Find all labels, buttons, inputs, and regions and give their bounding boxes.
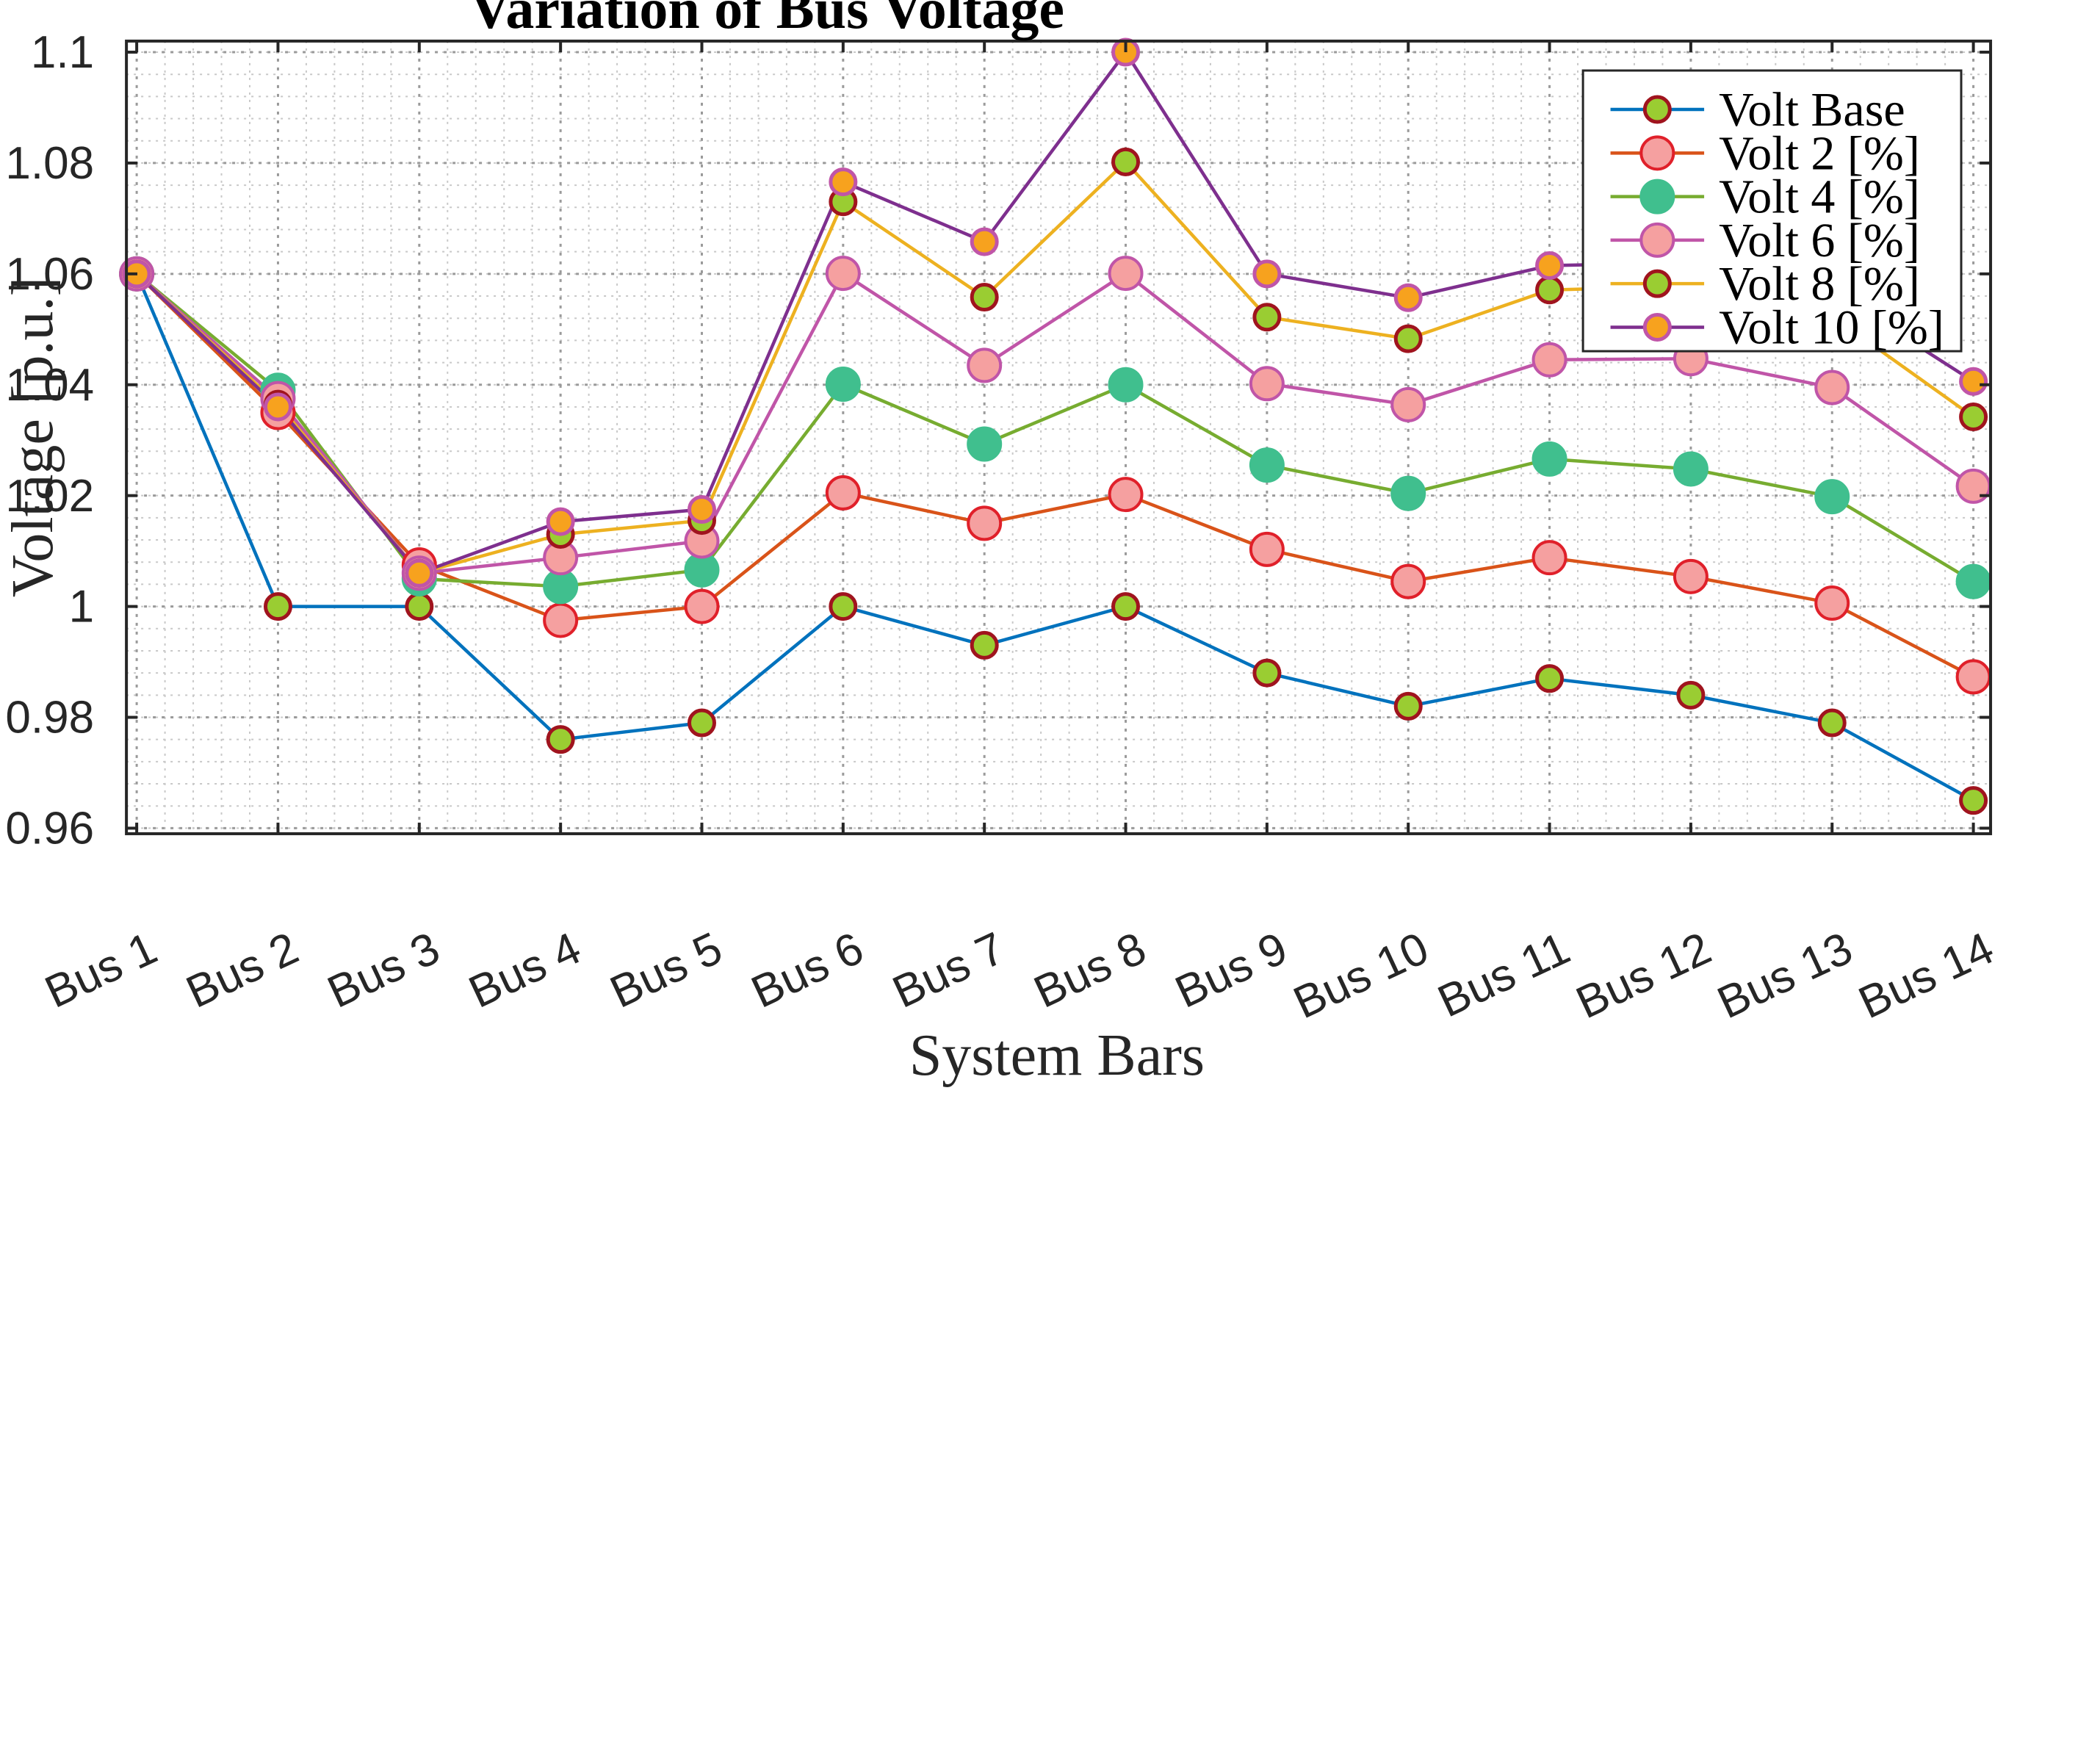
series-3-point	[1814, 479, 1850, 515]
series-2-point	[1955, 659, 1991, 695]
legend-entry-label: Volt 4 [%]	[1719, 170, 1920, 224]
series-6-point	[1535, 251, 1565, 281]
legend-entry-label: Volt Base	[1719, 83, 1905, 137]
series-6-point	[687, 495, 716, 524]
series-6-point	[546, 507, 575, 536]
y-tick-label: 0.96	[5, 804, 94, 854]
series-line-2	[135, 273, 1974, 679]
series-5-point	[1959, 403, 1988, 432]
y-tick-label: 1.04	[5, 360, 94, 411]
series-6-point	[970, 227, 999, 256]
chart-title: Variation of Bus Voltage	[469, 0, 1064, 40]
series-1-point	[1111, 592, 1141, 621]
series-line-4	[135, 271, 1974, 575]
series-1-point	[263, 592, 292, 621]
series-1-point	[1393, 691, 1423, 721]
series-6-point	[405, 558, 434, 588]
series-3-point	[1531, 441, 1567, 477]
x-axis-label: System Bars	[909, 1023, 1205, 1088]
series-3-point	[1108, 367, 1144, 403]
series-5-point	[1393, 324, 1423, 353]
series-4-point	[1390, 386, 1426, 422]
series-3-point	[825, 367, 861, 403]
series-1-point	[1676, 680, 1706, 710]
series-4-point	[1955, 468, 1991, 504]
series-1-point	[970, 630, 999, 660]
series-1-point	[546, 725, 575, 754]
series-5-point	[1252, 303, 1282, 332]
y-tick-label: 1.1	[31, 27, 94, 78]
series-1-point	[687, 708, 716, 738]
series-4-point	[1531, 342, 1567, 378]
legend-entry-label: Volt 6 [%]	[1719, 214, 1920, 267]
legend-marker	[1639, 222, 1675, 258]
legend-marker	[1642, 269, 1672, 298]
legend-marker	[1642, 312, 1672, 342]
series-3-point	[1249, 447, 1285, 483]
series-layer	[119, 37, 1991, 815]
series-4-point	[967, 347, 1003, 383]
series-3-point	[1955, 563, 1991, 599]
series-1-point	[1252, 658, 1282, 688]
y-tick-label: 1.08	[5, 138, 94, 189]
series-2-point	[1531, 540, 1567, 576]
legend-marker	[1642, 95, 1672, 124]
y-tick-label: 1.02	[5, 471, 94, 522]
series-2-point	[1814, 585, 1850, 621]
legend-marker	[1639, 179, 1675, 214]
legend-marker	[1639, 135, 1675, 171]
series-3-point	[967, 426, 1003, 462]
y-tick-label: 1	[69, 582, 94, 632]
series-5-point	[1111, 147, 1141, 176]
series-2-point	[1249, 531, 1285, 567]
series-4-point	[825, 256, 861, 292]
series-6-point	[1252, 259, 1282, 289]
series-1-point	[1535, 664, 1565, 693]
series-2-point	[967, 505, 1003, 541]
y-tick-label: 0.98	[5, 693, 94, 743]
series-6-point	[829, 167, 858, 197]
series-1-point	[1817, 708, 1847, 738]
series-1-point	[405, 592, 434, 621]
series-6-point	[1393, 283, 1423, 312]
series-2-point	[684, 588, 720, 624]
series-2-point	[1108, 477, 1144, 513]
series-4-point	[1249, 366, 1285, 402]
series-line-3	[135, 273, 1974, 588]
y-axis-label: Voltage [p.u.]	[1, 277, 65, 597]
y-tick-label: 1.06	[5, 249, 94, 300]
series-4-point	[1108, 256, 1144, 292]
series-5-point	[970, 283, 999, 312]
series-3-point	[1390, 475, 1426, 511]
legend-entry-label: Volt 2 [%]	[1719, 126, 1920, 180]
series-6-point	[263, 392, 292, 422]
series-3-point	[1673, 451, 1708, 487]
axes-box	[125, 39, 1993, 835]
series-2-point	[1673, 558, 1708, 594]
series-line-1	[135, 273, 1974, 802]
series-6-point	[1959, 367, 1988, 396]
legend-entry-label: Volt 8 [%]	[1719, 257, 1920, 311]
axes-layer	[125, 39, 1993, 835]
series-2-point	[825, 475, 861, 511]
series-1-point	[1959, 786, 1988, 815]
series-4-point	[1814, 369, 1850, 405]
series-1-point	[829, 592, 858, 621]
legend-entry-label: Volt 10 [%]	[1719, 301, 1944, 355]
series-2-point	[1390, 563, 1426, 599]
series-2-point	[543, 602, 579, 638]
series-5-point	[1535, 275, 1565, 305]
